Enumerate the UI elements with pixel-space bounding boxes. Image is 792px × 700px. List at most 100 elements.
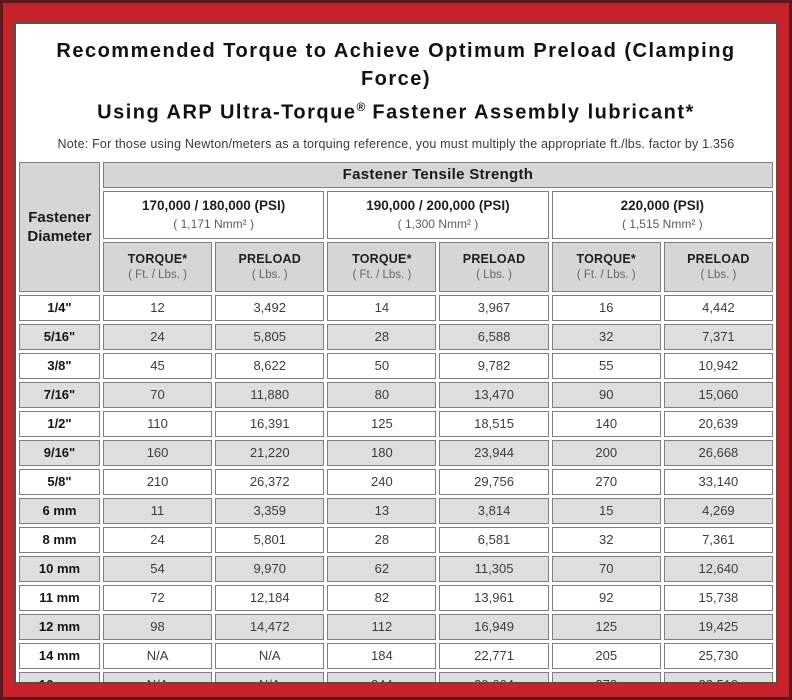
cell-preload: 3,359 <box>215 497 325 524</box>
cell-preload: 29,756 <box>439 468 549 495</box>
cell-torque: N/A <box>102 671 213 682</box>
table-row: 16 mm N/A N/A 244 29,664 272 33,519 <box>19 671 773 682</box>
cell-preload: 33,140 <box>663 468 773 495</box>
cell-torque: 110 <box>102 410 213 437</box>
table-row: 5/16" 24 5,805 28 6,588 32 7,371 <box>19 323 773 350</box>
cell-preload: 14,472 <box>215 613 325 640</box>
cell-torque: 70 <box>102 381 213 408</box>
table-row: 5/8" 210 26,372 240 29,756 270 33,140 <box>19 468 773 495</box>
psi-header-220: 220,000 (PSI) ( 1,515 Nmm² ) <box>551 190 773 239</box>
cell-preload: 15,738 <box>663 584 773 611</box>
torque-header-1: TORQUE* ( Ft. / Lbs. ) <box>102 241 213 292</box>
cell-torque: 11 <box>102 497 213 524</box>
psi-header-190-200: 190,000 / 200,000 (PSI) ( 1,300 Nmm² ) <box>327 190 549 239</box>
cell-torque: 82 <box>327 584 437 611</box>
group-header-tensile-strength: Fastener Tensile Strength <box>102 161 773 188</box>
row-diameter: 7/16" <box>19 381 100 408</box>
cell-preload: N/A <box>215 642 325 669</box>
cell-preload: 3,492 <box>215 294 325 321</box>
row-diameter: 5/16" <box>19 323 100 350</box>
table-row: 12 mm 98 14,472 112 16,949 125 19,425 <box>19 613 773 640</box>
cell-torque: 50 <box>327 352 437 379</box>
psi-label: 170,000 / 180,000 (PSI) <box>141 198 286 214</box>
cell-torque: 272 <box>551 671 661 682</box>
nmm-label: ( 1,300 Nmm² ) <box>397 217 479 232</box>
torque-unit: ( Ft. / Lbs. ) <box>576 269 636 282</box>
psi-label: 190,000 / 200,000 (PSI) <box>366 198 510 214</box>
cell-torque: 16 <box>551 294 661 321</box>
cell-preload: 4,442 <box>663 294 773 321</box>
row-diameter: 9/16" <box>19 439 100 466</box>
cell-torque: 12 <box>102 294 213 321</box>
row-diameter: 6 mm <box>19 497 100 524</box>
row-diameter: 1/2" <box>19 410 100 437</box>
title-line-2-suffix: Fastener Assembly lubricant* <box>365 101 695 124</box>
page-title: Recommended Torque to Achieve Optimum Pr… <box>22 37 770 127</box>
table-row: 9/16" 160 21,220 180 23,944 200 26,668 <box>19 439 773 466</box>
cell-torque: 270 <box>551 468 661 495</box>
cell-torque: 62 <box>327 555 437 582</box>
cell-torque: 244 <box>327 671 437 682</box>
cell-preload: 25,730 <box>663 642 773 669</box>
cell-preload: 13,961 <box>439 584 549 611</box>
nmm-label: ( 1,171 Nmm² ) <box>173 217 254 232</box>
cell-torque: 45 <box>102 352 213 379</box>
cell-torque: 70 <box>551 555 661 582</box>
cell-torque: 28 <box>327 323 437 350</box>
registered-trademark-symbol: ® <box>356 100 366 114</box>
title-line-1: Recommended Torque to Achieve Optimum Pr… <box>56 40 736 90</box>
cell-preload: 13,470 <box>439 381 549 408</box>
cell-preload: 26,668 <box>663 439 773 466</box>
cell-preload: 8,622 <box>215 352 325 379</box>
cell-torque: 15 <box>551 497 661 524</box>
cell-preload: 19,425 <box>663 613 773 640</box>
table-row: 6 mm 11 3,359 13 3,814 15 4,269 <box>19 497 773 524</box>
cell-preload: 16,949 <box>439 613 549 640</box>
cell-torque: 200 <box>551 439 661 466</box>
torque-header-2: TORQUE* ( Ft. / Lbs. ) <box>327 241 437 292</box>
cell-torque: 32 <box>551 323 661 350</box>
cell-preload: 12,640 <box>663 555 773 582</box>
cell-torque: 180 <box>327 439 437 466</box>
content-panel: Recommended Torque to Achieve Optimum Pr… <box>14 22 778 684</box>
preload-label: PRELOAD <box>462 252 526 267</box>
cell-torque: 210 <box>102 468 213 495</box>
cell-torque: N/A <box>102 642 213 669</box>
cell-torque: 184 <box>327 642 437 669</box>
cell-preload: 3,814 <box>439 497 549 524</box>
torque-unit: ( Ft. / Lbs. ) <box>128 269 187 282</box>
row-diameter: 14 mm <box>19 642 100 669</box>
preload-unit: ( Lbs. ) <box>476 269 512 282</box>
preload-unit: ( Lbs. ) <box>700 269 737 282</box>
cell-torque: 24 <box>102 526 213 553</box>
torque-preload-header-row: TORQUE* ( Ft. / Lbs. ) PRELOAD ( Lbs. ) … <box>19 241 773 292</box>
cell-torque: 98 <box>102 613 213 640</box>
nmm-label: ( 1,515 Nmm² ) <box>621 217 703 232</box>
cell-preload: 5,805 <box>215 323 325 350</box>
title-line-2: Using ARP Ultra-Torque® Fastener Assembl… <box>22 93 770 127</box>
cell-preload: 22,771 <box>439 642 549 669</box>
cell-preload: 20,639 <box>663 410 773 437</box>
preload-label: PRELOAD <box>687 252 750 267</box>
cell-preload: 7,371 <box>663 323 773 350</box>
cell-torque: 90 <box>551 381 661 408</box>
cell-preload: 29,664 <box>439 671 549 682</box>
table-row: 1/4" 12 3,492 14 3,967 16 4,442 <box>19 294 773 321</box>
row-diameter: 11 mm <box>19 584 100 611</box>
cell-torque: 54 <box>102 555 213 582</box>
cell-torque: 13 <box>327 497 437 524</box>
row-diameter: 5/8" <box>19 468 100 495</box>
corner-header-fastener-diameter: Fastener Diameter <box>19 161 100 292</box>
row-diameter: 8 mm <box>19 526 100 553</box>
conversion-note: Note: For those using Newton/meters as a… <box>57 136 735 151</box>
cell-torque: 160 <box>102 439 213 466</box>
cell-preload: 11,305 <box>439 555 549 582</box>
cell-torque: 28 <box>327 526 437 553</box>
row-diameter: 16 mm <box>19 671 100 682</box>
cell-preload: 16,391 <box>215 410 325 437</box>
table-row: 8 mm 24 5,801 28 6,581 32 7,361 <box>19 526 773 553</box>
table-row: 14 mm N/A N/A 184 22,771 205 25,730 <box>19 642 773 669</box>
cell-preload: 18,515 <box>439 410 549 437</box>
cell-preload: 5,801 <box>215 526 325 553</box>
